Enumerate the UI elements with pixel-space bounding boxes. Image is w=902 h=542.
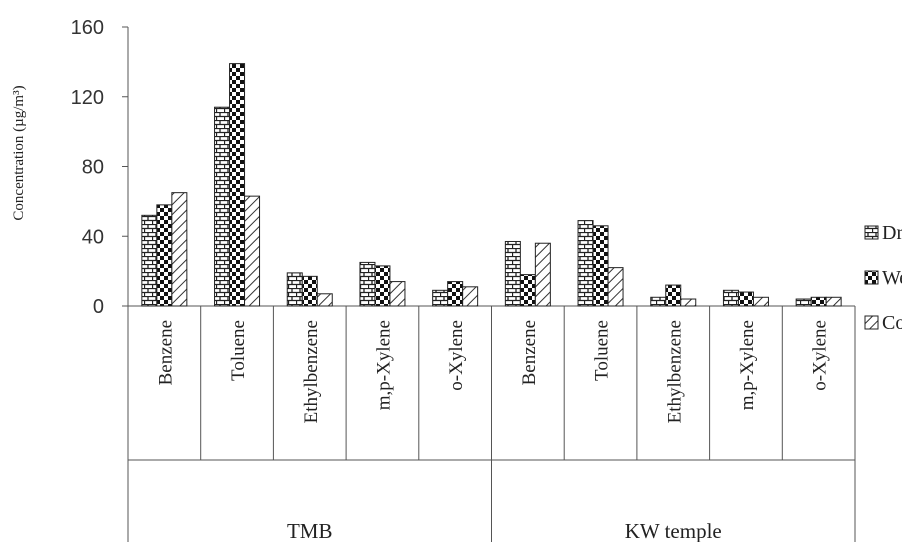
bar-wet — [810, 296, 827, 307]
x-tick-label: Benzene — [519, 320, 540, 385]
bar-cold — [171, 192, 188, 307]
bar-dry — [577, 220, 594, 307]
x-tick-label: Toluene — [592, 320, 613, 381]
y-tick-label: 80 — [82, 157, 104, 179]
group-label: KW temple — [625, 519, 722, 542]
legend-label: Dry — [882, 222, 902, 244]
bar-dry — [650, 296, 667, 307]
bar-cold — [316, 293, 333, 307]
bar-cold — [244, 195, 261, 307]
x-tick-label: Toluene — [228, 320, 249, 381]
x-tick-label: m,p-Xylene — [737, 320, 758, 410]
y-tick-label: 40 — [82, 226, 104, 248]
bar-cold — [752, 296, 769, 307]
legend-swatch-wet — [864, 270, 879, 285]
bar-wet — [374, 265, 391, 307]
plot-area: 0 40 80 120 160 Benzene Toluene Ethylbenzene m,p… — [71, 17, 856, 542]
y-tick-label: 0 — [93, 296, 104, 318]
group-label: TMB — [287, 519, 333, 542]
legend-label: Cold — [882, 312, 902, 334]
legend-label: Wet — [882, 267, 902, 289]
bar-cold — [607, 267, 624, 307]
y-tick-label: 160 — [71, 17, 104, 39]
bar-cold — [680, 298, 697, 307]
bar-dry — [141, 214, 158, 307]
bar-dry — [359, 261, 376, 307]
y-tick-label: 120 — [71, 87, 104, 109]
x-tick-label: m,p-Xylene — [373, 320, 394, 410]
y-axis-label: Concentration (µg/m³) — [11, 85, 27, 220]
legend-swatch-dry — [864, 225, 879, 240]
legend-swatch-cold — [864, 315, 879, 330]
bar-dry — [795, 298, 812, 307]
bar-wet — [156, 204, 173, 307]
bar-dry — [286, 272, 303, 307]
y-axis-title: Concentration (µg/m³) — [11, 85, 27, 220]
bar-dry — [722, 289, 739, 307]
x-tick-label: Ethylbenzene — [664, 320, 685, 423]
bar-dry — [432, 289, 449, 307]
bar-dry — [504, 240, 521, 307]
bar-wet — [301, 275, 318, 307]
x-tick-label: o-Xylene — [810, 320, 831, 391]
x-tick-label: Ethylbenzene — [301, 320, 322, 423]
bar-cold — [534, 242, 551, 307]
bar-wet — [665, 284, 682, 307]
x-tick-label: o-Xylene — [446, 320, 467, 391]
bar-wet — [592, 225, 609, 307]
legend: Dry Wet Cold — [864, 222, 902, 334]
bar-wet — [737, 291, 754, 307]
bar-wet — [447, 281, 464, 307]
bar-cold — [462, 286, 479, 307]
bar-wet — [519, 274, 536, 307]
bar-dry — [214, 106, 231, 307]
x-tick-label: Benzene — [155, 320, 176, 385]
bar-wet — [229, 63, 246, 307]
bar-cold — [389, 281, 406, 307]
bar-cold — [825, 296, 842, 307]
